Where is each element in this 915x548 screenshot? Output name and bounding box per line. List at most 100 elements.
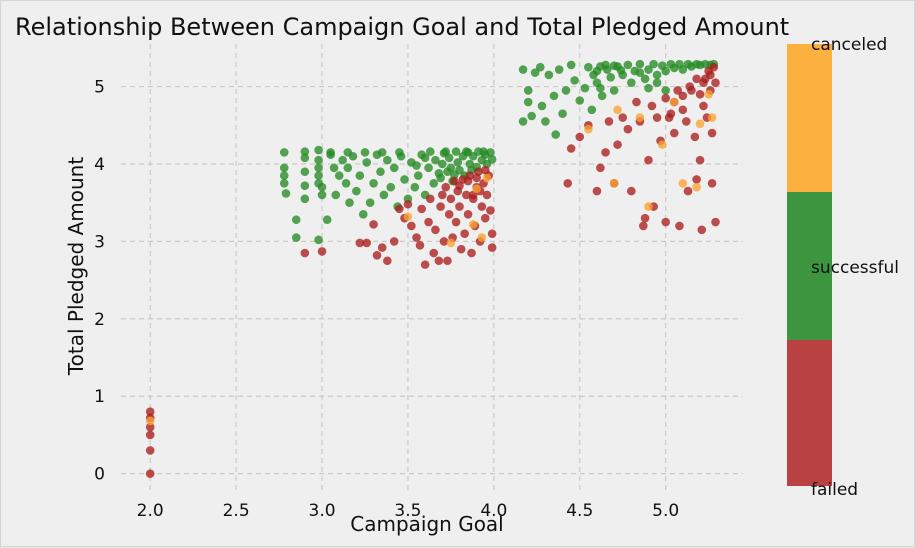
data-point-successful: [487, 155, 497, 164]
data-point-successful: [530, 68, 540, 77]
data-point-successful: [589, 70, 598, 80]
data-point-canceled: [669, 97, 679, 107]
data-point-failed: [661, 217, 670, 227]
data-point-canceled: [609, 179, 619, 188]
data-point-successful: [661, 66, 670, 76]
data-point-successful: [300, 194, 310, 204]
data-point-failed: [697, 225, 707, 235]
data-point-canceled: [678, 179, 688, 188]
data-point-failed: [362, 238, 372, 248]
data-point-successful: [580, 83, 590, 93]
data-point-failed: [446, 194, 456, 204]
data-point-canceled: [707, 113, 717, 122]
colorbar: canceled successful failed: [787, 35, 899, 500]
data-point-successful: [360, 148, 370, 157]
x-tick-label: 2.5: [223, 501, 250, 521]
data-point-successful: [331, 190, 341, 200]
data-point-successful: [425, 147, 435, 156]
data-point-successful: [279, 171, 289, 180]
data-point-successful: [518, 117, 528, 126]
data-point-successful: [379, 190, 389, 200]
data-point-successful: [606, 72, 615, 82]
data-point-failed: [434, 256, 444, 266]
data-point-successful: [635, 68, 645, 77]
data-point-successful: [429, 179, 439, 188]
y-tick-label: 2: [94, 310, 105, 330]
data-point-successful: [386, 182, 396, 192]
data-point-successful: [596, 83, 605, 93]
data-point-failed: [639, 221, 648, 231]
data-point-failed: [438, 190, 447, 200]
x-tick-label: 4.0: [480, 501, 507, 521]
data-point-failed: [709, 62, 719, 72]
data-point-failed: [389, 237, 399, 246]
data-point-failed: [592, 186, 602, 196]
data-point-successful: [334, 171, 344, 180]
data-point-successful: [300, 153, 310, 163]
data-point-failed: [563, 179, 573, 188]
data-point-successful: [627, 78, 636, 88]
data-point-failed: [480, 213, 490, 223]
data-point-successful: [523, 97, 533, 107]
data-point-failed: [683, 186, 693, 196]
data-point-failed: [145, 407, 155, 417]
data-point-successful: [329, 163, 339, 173]
data-point-successful: [300, 147, 310, 156]
data-point-successful: [279, 163, 289, 173]
data-point-failed: [444, 210, 454, 219]
data-point-failed: [383, 256, 392, 266]
data-point-failed: [601, 148, 610, 157]
data-point-failed: [369, 220, 378, 229]
data-point-failed: [417, 204, 426, 214]
data-point-successful: [317, 190, 327, 200]
data-point-successful: [535, 62, 545, 72]
data-point-successful: [281, 189, 291, 198]
y-axis-label: Total Pledged Amount: [64, 157, 88, 376]
data-point-successful: [412, 161, 421, 170]
data-point-failed: [317, 247, 327, 256]
data-point-failed: [145, 430, 155, 440]
data-point-successful: [317, 182, 327, 192]
data-point-successful: [609, 86, 619, 95]
y-tick-label: 4: [94, 155, 105, 175]
y-tick-label: 0: [94, 465, 105, 485]
data-point-failed: [441, 182, 451, 192]
data-point-failed: [463, 176, 473, 186]
data-point-failed: [300, 248, 310, 258]
data-point-successful: [652, 70, 662, 80]
data-point-successful: [343, 148, 353, 157]
data-point-successful: [322, 215, 332, 225]
data-point-failed: [424, 217, 433, 227]
data-point-canceled: [446, 238, 456, 248]
y-axis-ticks: 0 1 2 3 4 5: [94, 78, 105, 485]
data-point-canceled: [704, 90, 713, 99]
data-point-failed: [706, 70, 715, 80]
data-point-failed: [467, 248, 476, 258]
data-point-failed: [623, 124, 633, 134]
data-point-successful: [436, 173, 445, 183]
data-point-successful: [314, 163, 323, 173]
data-point-successful: [551, 130, 561, 139]
data-point-successful: [544, 70, 554, 80]
x-axis-ticks: 2.0 2.5 3.0 3.5 4.0 4.5 5.0: [137, 501, 680, 521]
data-point-canceled: [477, 233, 487, 242]
data-point-failed: [678, 91, 688, 101]
data-point-successful: [438, 159, 447, 169]
data-point-canceled: [145, 416, 155, 426]
data-point-failed: [632, 97, 641, 107]
data-point-canceled: [613, 105, 622, 115]
data-point-successful: [486, 148, 495, 157]
data-point-successful: [410, 182, 420, 192]
data-point-canceled: [695, 119, 705, 129]
data-point-successful: [570, 76, 579, 85]
data-point-successful: [314, 235, 323, 245]
data-point-failed: [486, 206, 495, 215]
data-point-failed: [145, 469, 155, 478]
data-point-failed: [431, 225, 440, 235]
data-point-failed: [439, 237, 449, 246]
data-point-failed: [690, 132, 700, 142]
data-point-failed: [372, 251, 382, 260]
data-point-failed: [613, 140, 622, 149]
data-point-successful: [291, 215, 301, 225]
